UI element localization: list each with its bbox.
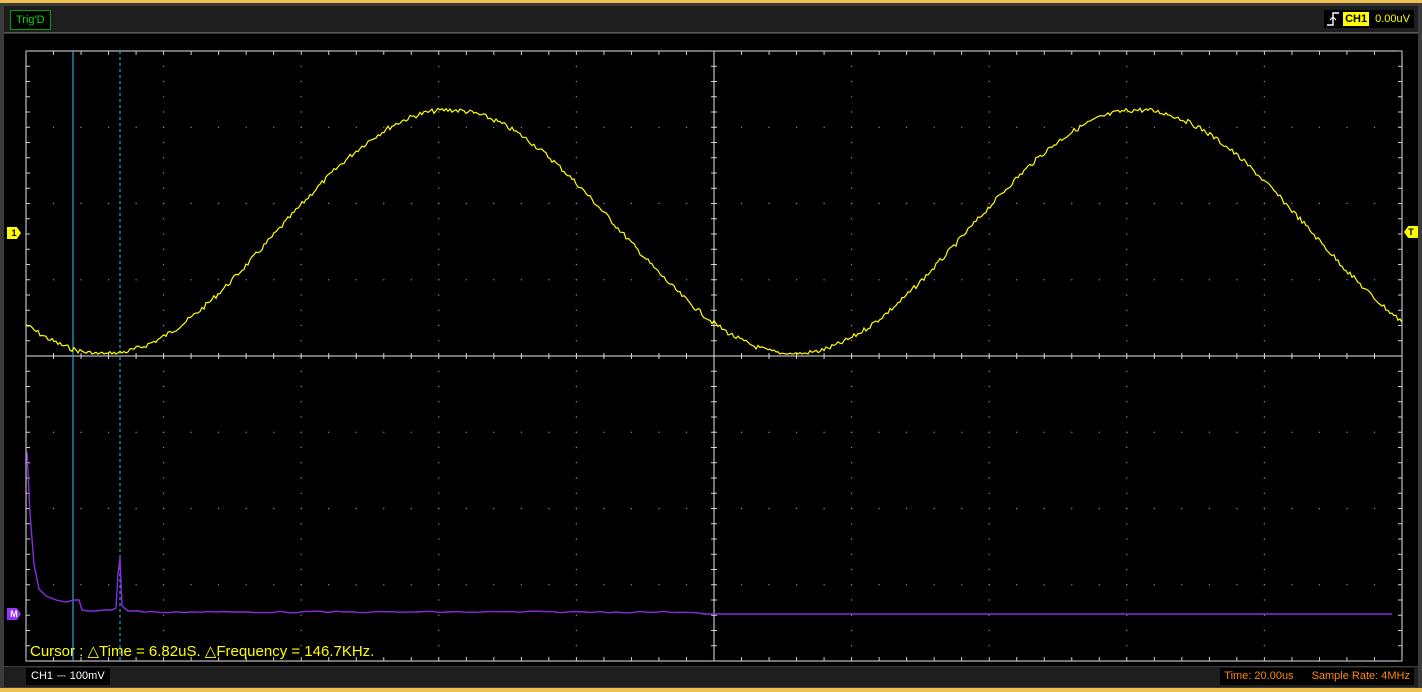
timing-info[interactable]: Time: 20.00us Sample Rate: 4MHz — [1220, 668, 1414, 685]
channel-scale-info[interactable]: CH1 ⎓ 100mV — [26, 668, 110, 685]
volts-per-div: 100mV — [69, 670, 105, 682]
scope-display[interactable]: 1 M T Cursor : △Time = 6.82uS. △Frequenc… — [4, 34, 1418, 666]
math-level-marker[interactable]: M — [7, 608, 21, 620]
sample-rate: Sample Rate: 4MHz — [1311, 670, 1410, 682]
channel-label: CH1 — [31, 670, 54, 682]
trigger-channel-badge: CH1 — [1343, 12, 1370, 26]
ch1-level-marker[interactable]: 1 — [7, 227, 21, 239]
trigger-status-badge: Trig'D — [10, 10, 51, 30]
ch1-waveform — [25, 107, 1403, 355]
trigger-level-value: 0.00uV — [1375, 13, 1410, 25]
math-fft-waveform — [26, 451, 1392, 615]
bottom-status-bar: CH1 ⎓ 100mV Time: 20.00us Sample Rate: 4… — [4, 667, 1418, 687]
top-status-bar: Trig'D CH1 0.00uV — [4, 6, 1418, 33]
window-frame-top — [0, 0, 1422, 3]
dc-coupling-icon: ⎓ — [57, 670, 66, 682]
cursor-readout: Cursor : △Time = 6.82uS. △Frequency = 14… — [30, 643, 375, 660]
trigger-info[interactable]: CH1 0.00uV — [1324, 10, 1414, 28]
graticule-grid — [52, 65, 1403, 647]
time-per-div: Time: 20.00us — [1224, 670, 1294, 682]
rising-edge-icon — [1327, 12, 1340, 26]
window-frame-bottom — [0, 688, 1422, 692]
graticule-center-ticks — [25, 50, 1403, 662]
trigger-level-marker[interactable]: T — [1404, 226, 1418, 238]
scope-canvas[interactable] — [4, 34, 1418, 666]
